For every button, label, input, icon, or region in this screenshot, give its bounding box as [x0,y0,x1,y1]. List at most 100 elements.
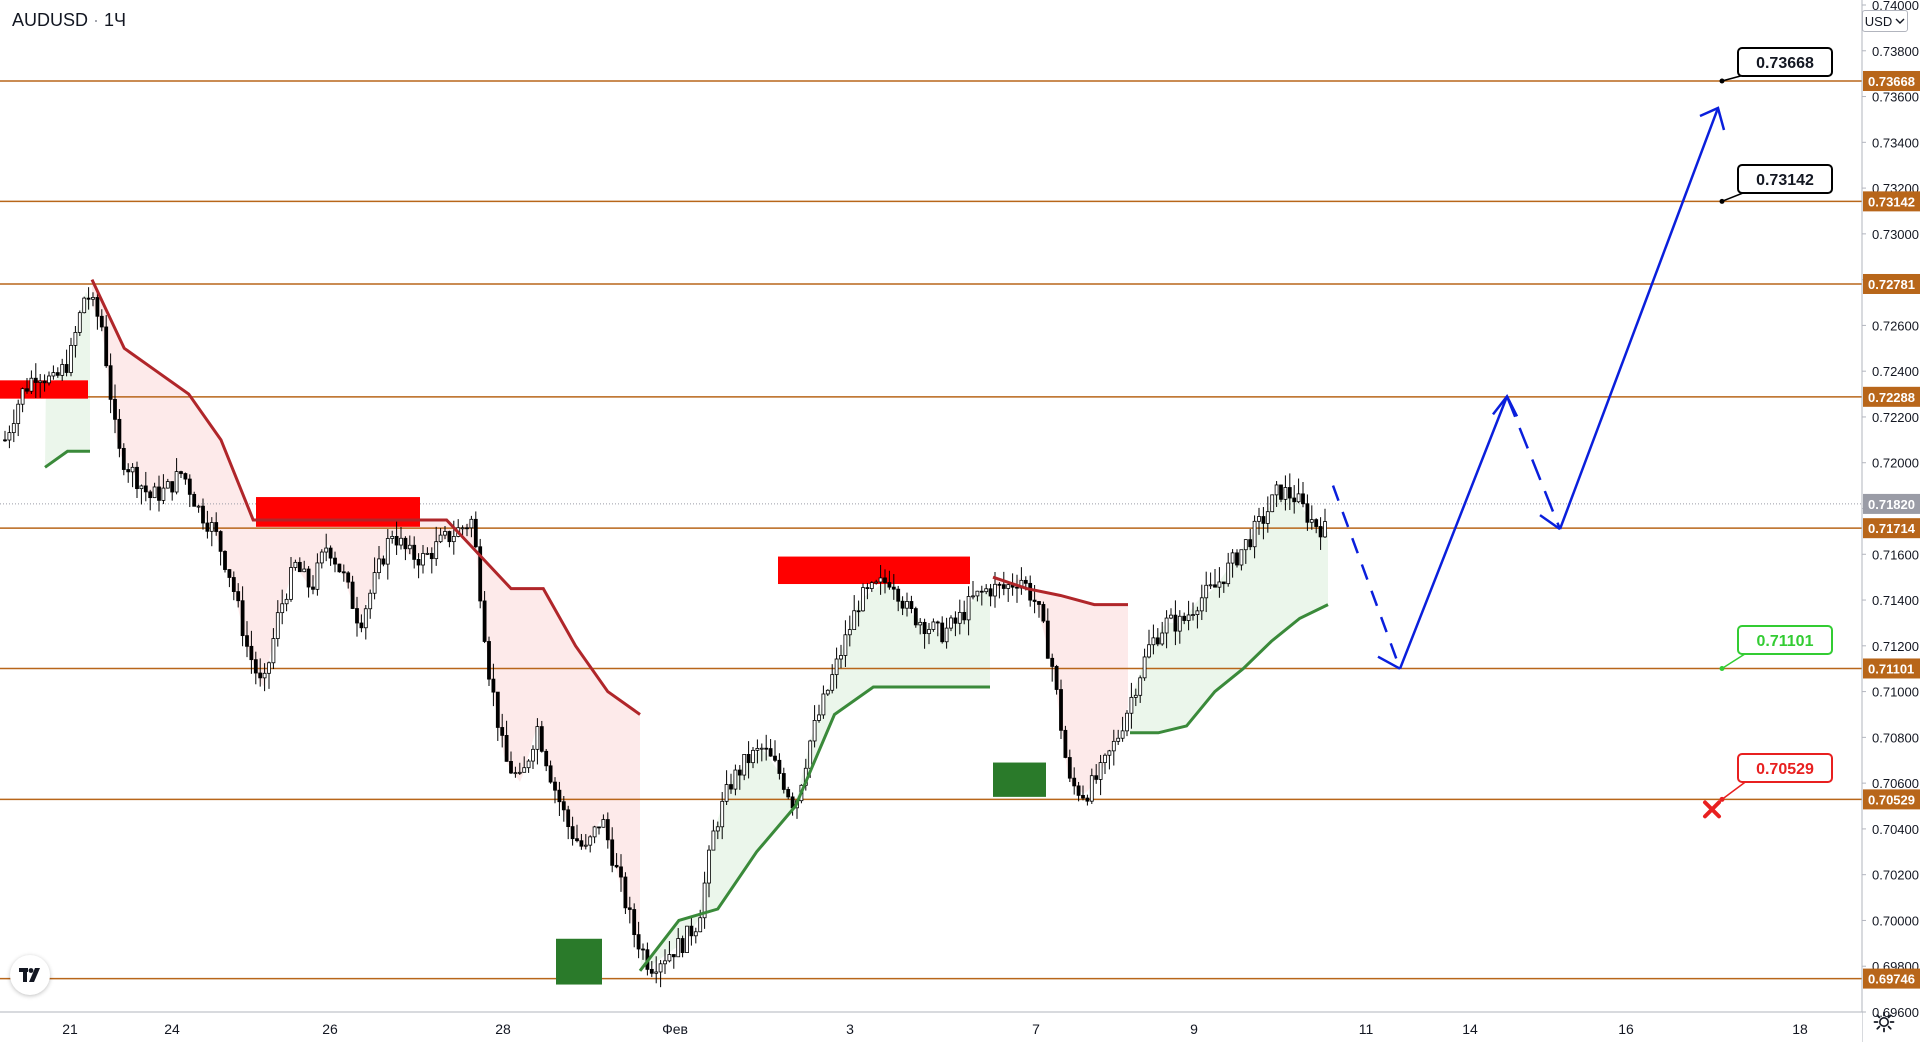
projection-dashed-down[interactable] [1331,485,1402,670]
candle-body [447,531,452,543]
candle-body [641,948,645,951]
candle-body [1155,637,1160,645]
candle-body [1098,762,1103,780]
candle-body [1037,601,1041,605]
candle-body [275,612,280,639]
x-tick-label-2: 26 [322,1021,338,1037]
candle-body [7,432,12,441]
candle-body [214,522,219,532]
demand-zone-0[interactable] [556,938,602,985]
candle-body [671,954,676,958]
y-tick-label-0: 0.74000 [1872,0,1919,13]
candle-body [680,938,685,953]
candle-body [553,781,557,791]
supply-zone-2[interactable] [778,556,970,585]
candle-body [979,590,984,593]
projection-arrowhead-4 [1699,106,1726,131]
level-badge-3[interactable] [1863,386,1920,407]
candle-body [29,377,34,392]
supertrend-up-line[interactable] [1130,603,1329,735]
level-badge-5[interactable] [1863,658,1920,679]
currency-selector[interactable]: USD [1862,10,1908,32]
supertrend-down-line[interactable] [90,278,641,716]
candle-body [781,773,786,790]
candle-body [60,364,65,376]
candle-body [812,720,817,742]
candle-body [632,909,637,936]
candle-body [170,481,175,493]
candle-body [1006,584,1011,589]
supertrend-up-line[interactable] [44,449,90,469]
candle-body [1213,584,1217,588]
last-price-badge[interactable] [1863,493,1920,514]
candle-body [597,826,601,829]
stop-label-box[interactable] [1737,753,1833,783]
level-badge-7[interactable] [1863,968,1920,989]
x-mark-icon[interactable] [1703,800,1721,819]
candle-body [698,917,703,933]
y-tick-label-16: 0.70800 [1872,730,1919,745]
tradingview-logo-icon[interactable] [10,955,50,995]
projection-up-2[interactable] [1558,107,1720,530]
candle-body [1107,750,1112,756]
projection-up-1[interactable] [1398,395,1509,670]
candle-body [187,478,192,495]
gear-icon[interactable] [1872,1010,1896,1034]
candle-body [487,641,491,680]
candle-body [482,600,487,642]
candle-body [337,563,342,573]
candle-body [491,678,496,693]
candle-body [403,537,408,550]
target-1-label-box[interactable] [1737,47,1833,77]
candle-body [1041,604,1046,622]
level-badge-0[interactable] [1863,70,1920,91]
supertrend-up-line[interactable] [638,685,990,972]
candle-body [1257,516,1261,522]
time-axis[interactable] [0,1012,1862,1042]
level-badge-1[interactable] [1863,191,1920,212]
projection-dashed-pullback[interactable] [1505,395,1562,530]
candle-body [566,809,571,827]
candle-body [51,372,56,377]
candle-body [685,925,689,953]
candle-body [702,882,707,919]
candle-body [1296,493,1301,503]
chevron-down-icon [1895,18,1905,24]
candle-body [157,486,161,501]
candle-body [319,551,324,564]
candle-body [117,418,122,449]
projection-arrowhead-3 [1539,514,1561,531]
x-tick-label-9: 14 [1462,1021,1478,1037]
demand-zone-1[interactable] [993,762,1046,797]
candle-body [997,583,1002,586]
candle-body [971,595,975,598]
candle-body [253,659,258,674]
supertrend-down-line[interactable] [992,575,1128,607]
candle-body [575,838,579,842]
candle-body [1125,712,1129,732]
candle-body [271,638,276,664]
level-badge-2[interactable] [1863,273,1920,294]
candle-body [473,518,478,548]
candle-body [676,938,681,958]
candle-body [91,297,95,300]
support-label-box[interactable] [1737,625,1833,655]
candle-body [1059,689,1063,731]
candle-body [192,493,197,507]
candle-body [1094,775,1099,780]
candle-body [262,672,267,679]
candle-body [847,629,852,636]
target-2-label-box[interactable] [1737,164,1833,194]
candle-body [984,588,989,593]
x-tick-label-5: 3 [846,1021,854,1037]
candle-body [1301,493,1305,505]
candle-body [161,487,166,501]
level-badge-4[interactable] [1863,518,1920,539]
level-badge-6[interactable] [1863,789,1920,810]
candle-body [500,727,505,736]
candle-body [99,315,104,328]
supply-zone-1[interactable] [256,497,420,527]
candle-body [627,907,632,910]
candle-body [1089,775,1094,802]
